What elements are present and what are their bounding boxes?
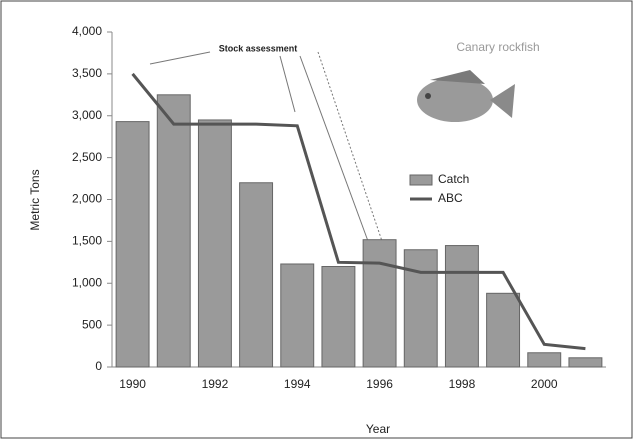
- bar: [321, 266, 356, 368]
- fish-icon: [417, 70, 515, 122]
- line: [131, 72, 586, 351]
- y-tick-label: 0: [95, 359, 102, 373]
- annotation: Canary rockfish: [456, 40, 539, 54]
- y-tick-label: 4,000: [72, 24, 102, 38]
- bar: [527, 352, 562, 368]
- annotation-arrows: [149, 51, 386, 253]
- x-tick-label: 1998: [449, 377, 476, 391]
- x-tick-label: 1994: [284, 377, 311, 391]
- y-tick-label: 1,500: [72, 234, 102, 248]
- x-tick-label: 2000: [531, 377, 558, 391]
- bar: [444, 245, 479, 368]
- y-tick-label: 500: [82, 317, 102, 331]
- bar: [115, 121, 150, 368]
- bar: [486, 292, 521, 368]
- y-tick-label: 1,000: [72, 275, 102, 289]
- x-tick-label: 1996: [366, 377, 393, 391]
- bar: [197, 119, 232, 368]
- bar: [403, 249, 438, 368]
- bar: [156, 94, 191, 368]
- bar: [362, 239, 397, 368]
- bar: [280, 263, 315, 368]
- x-tick-label: 1990: [119, 377, 146, 391]
- legend-swatch: [409, 174, 433, 186]
- legend-label: ABC: [438, 191, 463, 205]
- y-tick-label: 2,500: [72, 150, 102, 164]
- x-axis-label: Year: [366, 422, 390, 436]
- y-tick-label: 2,000: [72, 192, 102, 206]
- y-tick-label: 3,500: [72, 66, 102, 80]
- bar: [568, 357, 603, 368]
- y-tick-label: 3,000: [72, 108, 102, 122]
- annotation: Stock assessment: [219, 43, 298, 53]
- bar: [239, 182, 274, 368]
- x-tick-label: 1992: [202, 377, 229, 391]
- legend-label: Catch: [438, 172, 469, 186]
- y-axis-label: Metric Tons: [28, 169, 42, 230]
